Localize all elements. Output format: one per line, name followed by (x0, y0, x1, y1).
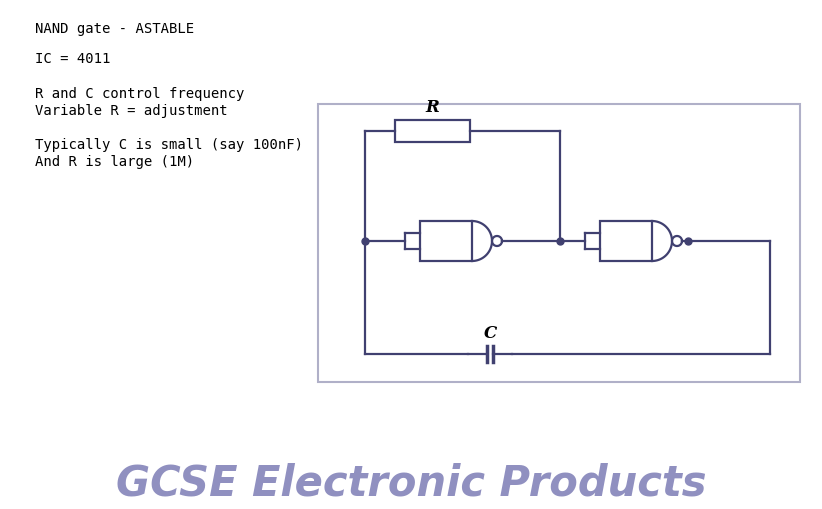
Text: GCSE Electronic Products: GCSE Electronic Products (116, 462, 706, 504)
Text: NAND gate - ASTABLE: NAND gate - ASTABLE (35, 22, 194, 36)
Text: R and C control frequency: R and C control frequency (35, 87, 244, 101)
FancyBboxPatch shape (318, 105, 800, 382)
Text: And R is large (1M): And R is large (1M) (35, 155, 194, 168)
Text: Typically C is small (say 100nF): Typically C is small (say 100nF) (35, 138, 303, 152)
Text: Variable R = adjustment: Variable R = adjustment (35, 104, 228, 118)
Bar (395, 121, 470, 143)
Text: IC = 4011: IC = 4011 (35, 52, 110, 66)
Text: R: R (426, 99, 440, 116)
Text: C: C (483, 324, 496, 342)
